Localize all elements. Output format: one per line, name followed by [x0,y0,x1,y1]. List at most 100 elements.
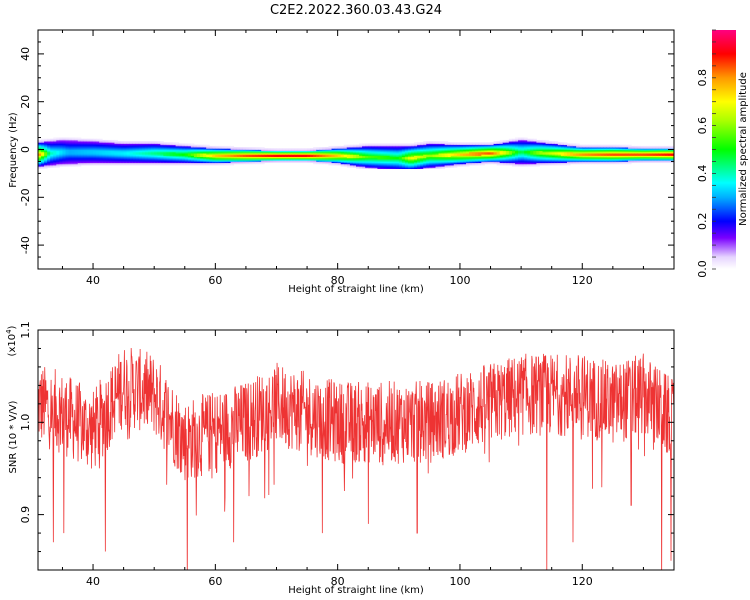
spectrogram-cell [181,162,186,165]
spectrogram-cell [377,143,381,146]
spectrogram-cell [414,145,418,148]
spectrogram-cell [337,155,342,158]
spectrogram-cell [407,150,412,153]
spectrogram-cell [392,150,397,153]
spectrogram-cell [637,161,641,164]
spectrogram-cell [71,156,76,159]
spectrogram-cell [135,154,140,156]
spectrogram-cell [570,149,574,152]
spectrogram-cell [603,155,608,158]
spectrogram-cell [493,143,498,146]
spectrogram-cell [447,160,452,162]
spectrogram-cell [456,162,461,165]
spectrogram-cell [515,165,519,167]
spectrogram-cell [77,151,82,154]
spectrogram-cell [655,153,660,155]
spectrogram-cell [62,153,66,155]
spectrogram-cell [484,159,488,161]
spectrogram-cell [551,161,556,164]
spectrogram-cell [239,157,244,160]
spectrogram-cell [655,159,660,161]
spectrogram-cell [129,159,134,161]
spectrogram-cell [463,156,467,159]
spectrogram-cell [640,151,644,154]
spectrogram-cell [426,159,430,161]
spectrogram-cell [371,162,375,165]
spectrogram-cell [395,166,400,168]
spectrogram-cell [481,160,485,162]
spectrogram-cell [68,141,73,143]
spectrogram-cell [93,144,97,147]
spectrogram-cell [637,157,641,160]
spectrogram-cell [68,159,73,161]
spectrogram-cell [154,149,158,152]
spectrogram-cell [328,151,332,154]
spectrogram-cell [248,153,253,155]
y-tick-label: 20 [19,95,32,109]
spectrogram-cell [377,150,381,153]
spectrogram-cell [148,145,152,148]
spectrogram-cell [450,165,455,167]
spectrogram-cell [166,142,170,144]
spectrogram-cell [175,151,180,154]
spectrogram-cell [151,147,155,149]
spectrogram-cell [261,157,265,160]
spectrogram-cell [533,147,537,149]
spectrogram-cell [401,151,406,154]
spectrogram-cell [230,155,235,158]
spectrogram-cell [487,142,491,144]
spectrogram-cell [401,144,406,147]
spectrogram-cell [420,167,424,170]
spectrogram-cell [38,159,42,161]
spectrogram-cell [74,143,79,146]
spectrogram-cell [59,143,63,146]
spectrogram-cell [86,151,91,154]
spectrogram-cell [215,150,219,153]
spectrogram-cell [68,149,73,152]
spectrogram-cell [530,159,534,161]
spectrogram-cell [59,160,63,162]
spectrogram-cell [508,148,513,150]
spectrogram-cell [444,162,449,165]
spectrogram-cell [343,160,348,162]
spectrogram-cell [166,151,170,154]
spectrogram-cell [456,149,461,152]
spectrogram-cell [175,142,180,144]
spectrogram-cell [248,147,253,149]
spectrogram-cell [560,144,565,147]
spectrogram-cell [154,160,158,162]
spectrogram-cell [557,160,562,162]
spectrogram-cell [59,144,63,147]
spectrogram-cell [334,151,339,154]
spectrogram-cell [245,153,250,155]
spectrogram-cell [349,155,354,158]
spectrogram-cell [496,150,501,153]
spectrogram-cell [132,141,137,143]
spectrogram-cell [111,156,115,159]
spectrogram-cell [557,147,562,149]
spectrogram-cell [386,148,391,150]
spectrogram-cell [401,157,406,160]
spectrogram-cell [138,163,143,166]
spectrogram-cell [77,139,82,142]
spectrogram-cell [233,162,238,165]
spectrogram-cell [169,150,173,153]
spectrogram-cell [469,161,473,164]
spectrogram-cell [126,150,131,153]
spectrogram-cell [96,150,100,153]
spectrogram-cell [487,149,491,152]
spectrogram-cell [441,155,446,158]
spectrogram-cell [245,150,250,153]
spectrogram-cell [291,154,296,156]
spectrogram-cell [551,153,556,155]
spectrogram-cell [245,149,250,152]
spectrogram-cell [93,160,97,162]
spectrogram-cell [218,156,222,159]
spectrogram-cell [417,163,421,166]
spectrogram-cell [117,162,121,165]
spectrogram-cell [206,157,210,160]
spectrogram-cell [346,155,351,158]
spectrogram-cell [429,155,433,158]
spectrogram-cell [490,155,494,158]
spectrogram-cell [307,157,311,160]
